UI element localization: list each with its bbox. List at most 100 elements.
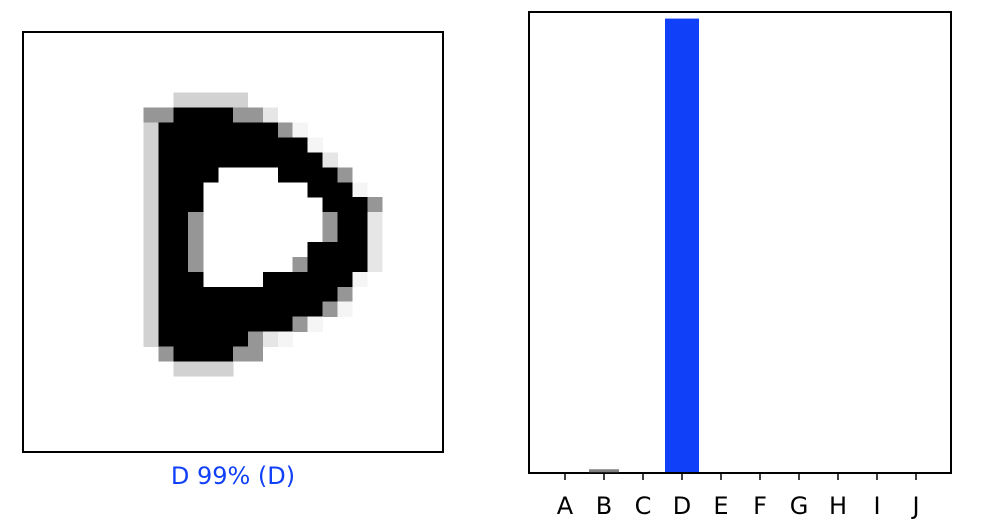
image-pixel [292,301,308,317]
prediction-label: D 99% (D) [170,462,296,490]
x-tick-label: D [673,492,691,520]
image-pixel [188,242,204,258]
image-pixel [143,152,159,168]
image-pixel [173,271,189,288]
image-pixel [188,197,204,213]
image-pixel [337,182,353,198]
image-pixel [173,227,189,243]
image-pixel [203,361,219,377]
image-pixel [173,256,189,273]
image-pixel [337,286,353,303]
image-pixel [247,122,264,138]
x-tick-label: G [790,492,809,520]
image-pixel [277,152,294,168]
image-pixel [247,152,264,168]
image-pixel [233,92,249,108]
image-pixel [218,92,234,108]
image-pixel [352,271,368,288]
image-pixel [277,331,294,347]
image-pixel [277,167,294,183]
image-pixel [337,197,353,213]
image-pixel [158,256,174,273]
x-tick-label: H [829,492,847,520]
image-pixel [143,256,159,273]
input-image-panel [22,31,444,453]
image-pixel [188,92,204,108]
image-pixel [188,271,204,288]
x-tick-label: A [557,492,574,520]
image-pixel [158,286,174,303]
image-pixel [262,107,279,123]
image-pixel [188,137,204,153]
image-pixel [262,122,279,138]
image-pixel [188,286,204,303]
image-pixel [277,286,294,303]
image-pixel [188,167,204,183]
image-pixel [218,346,234,362]
image-pixel [173,331,189,347]
image-pixel [307,167,323,183]
image-pixel [218,137,234,153]
image-pixel [143,212,159,228]
image-pixel [233,316,249,332]
image-pixel [158,107,174,123]
image-pixel [143,227,159,243]
image-pixel [143,197,159,213]
image-pixel [203,301,219,317]
image-pixel [188,331,204,347]
image-pixel [292,137,308,153]
image-pixel [143,137,159,153]
image-pixel [307,316,323,332]
image-pixel [352,242,368,258]
image-pixel [203,122,219,138]
image-pixel [173,242,189,258]
image-pixel [188,107,204,123]
image-pixel [158,122,174,138]
image-pixel [188,361,204,377]
x-tick-label: F [753,492,767,520]
image-pixel [173,197,189,213]
image-pixel [233,331,249,347]
image-pixel [247,107,264,123]
image-pixel [367,197,383,213]
image-pixel [203,331,219,347]
image-pixel [203,107,219,123]
image-pixel [233,346,249,362]
image-pixel [307,301,323,317]
image-pixel [203,137,219,153]
image-pixel [292,316,308,332]
image-pixel [173,361,189,377]
image-pixel [158,197,174,213]
image-pixel [292,152,308,168]
image-pixel [188,227,204,243]
image-pixel [322,152,338,168]
image-pixel [262,271,279,288]
image-pixel [203,286,219,303]
image-pixel [337,167,353,183]
image-pixel [337,242,353,258]
image-pixel [158,301,174,317]
image-pixel [143,167,159,183]
image-pixel [158,182,174,198]
image-pixel [173,107,189,123]
image-pixel [173,167,189,183]
image-pixel [233,137,249,153]
image-pixel [203,167,219,183]
image-pixel [233,107,249,123]
image-pixel [158,346,174,362]
image-pixel [277,271,294,288]
image-pixel [307,182,323,198]
image-pixel [337,301,353,317]
image-pixel [262,331,279,347]
image-pixel [352,197,368,213]
image-pixel [233,122,249,138]
image-pixel [173,122,189,138]
image-pixel [292,271,308,288]
image-pixel [158,227,174,243]
image-pixel [352,212,368,228]
input-letter-image [143,92,383,377]
image-pixel [173,212,189,228]
image-pixel [143,331,159,347]
image-pixel [322,301,338,317]
image-pixel [367,242,383,258]
